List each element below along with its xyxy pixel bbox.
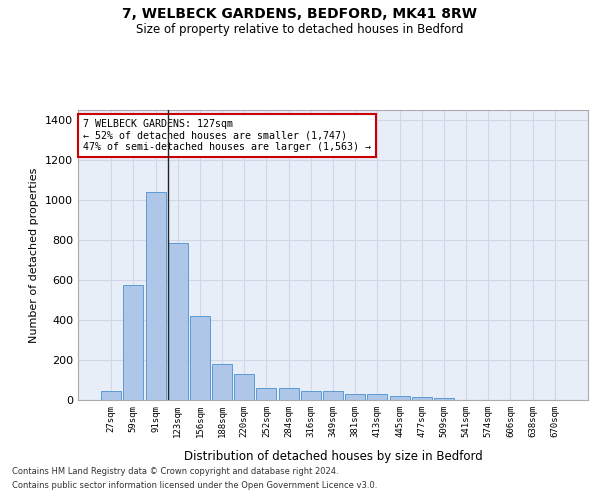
Bar [124, 285, 143, 400]
Bar [278, 388, 299, 400]
Bar [234, 374, 254, 400]
Text: Contains HM Land Registry data © Crown copyright and database right 2024.: Contains HM Land Registry data © Crown c… [12, 468, 338, 476]
Bar [301, 391, 321, 400]
Bar [389, 396, 410, 400]
Text: Distribution of detached houses by size in Bedford: Distribution of detached houses by size … [184, 450, 482, 463]
Bar [412, 397, 432, 400]
Bar [168, 243, 188, 400]
Text: Contains public sector information licensed under the Open Government Licence v3: Contains public sector information licen… [12, 481, 377, 490]
Bar [190, 316, 210, 400]
Bar [101, 391, 121, 400]
Text: 7 WELBECK GARDENS: 127sqm
← 52% of detached houses are smaller (1,747)
47% of se: 7 WELBECK GARDENS: 127sqm ← 52% of detac… [83, 118, 371, 152]
Bar [345, 394, 365, 400]
Text: Size of property relative to detached houses in Bedford: Size of property relative to detached ho… [136, 22, 464, 36]
Y-axis label: Number of detached properties: Number of detached properties [29, 168, 40, 342]
Bar [323, 391, 343, 400]
Bar [434, 398, 454, 400]
Bar [256, 388, 277, 400]
Bar [212, 364, 232, 400]
Bar [367, 394, 388, 400]
Text: 7, WELBECK GARDENS, BEDFORD, MK41 8RW: 7, WELBECK GARDENS, BEDFORD, MK41 8RW [122, 8, 478, 22]
Bar [146, 192, 166, 400]
